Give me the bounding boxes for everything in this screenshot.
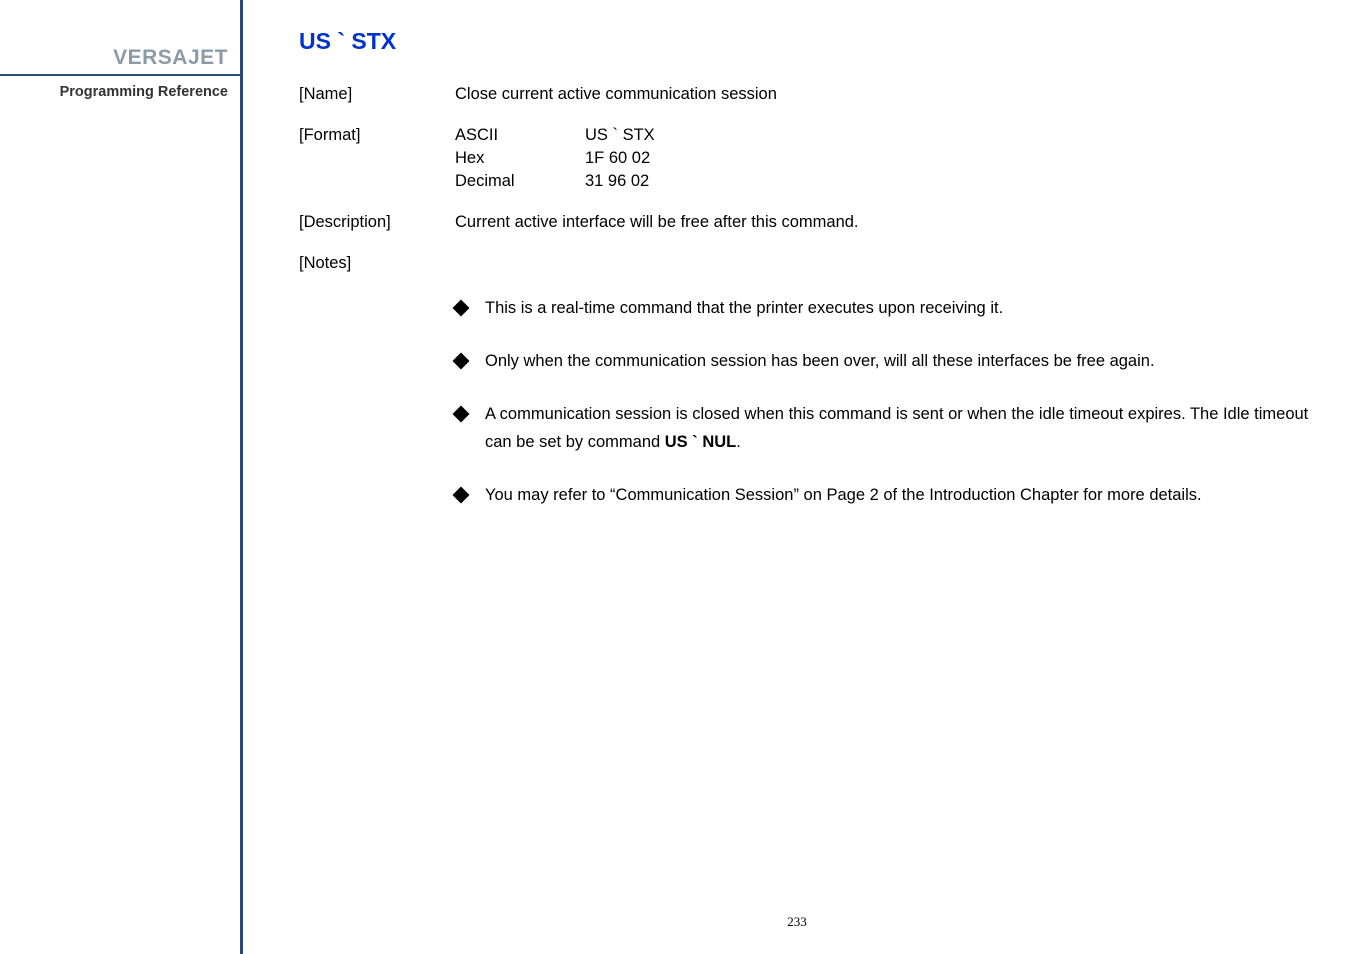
main-content: US ` STX [Name] Close current active com… [243,0,1351,954]
description-label: [Description] [299,213,455,232]
format-values: ASCII US ` STX Hex 1F 60 02 Decimal 31 9… [455,126,1311,191]
notes-list: This is a real-time command that the pri… [299,295,1311,509]
note-item: You may refer to “Communication Session”… [455,482,1311,509]
bullet-diamond-icon [453,486,470,503]
name-label: [Name] [299,85,455,104]
format-hex-value: 1F 60 02 [585,149,1311,168]
note-text-4: You may refer to “Communication Session”… [485,482,1311,509]
sidebar-subtitle: Programming Reference [0,84,240,100]
bullet-diamond-icon [453,353,470,370]
sidebar: VERSAJET Programming Reference [0,0,240,954]
bullet-diamond-icon [453,300,470,317]
page-root: VERSAJET Programming Reference US ` STX … [0,0,1351,954]
notes-empty [455,254,1311,273]
notes-row: [Notes] [299,254,1311,273]
bullet-diamond-icon [453,406,470,423]
note-item: Only when the communication session has … [455,348,1311,375]
format-ascii-label: ASCII [455,126,585,145]
format-decimal-value: 31 96 02 [585,172,1311,191]
command-title: US ` STX [299,28,1311,55]
description-row: [Description] Current active interface w… [299,213,1311,232]
format-ascii-value: US ` STX [585,126,1311,145]
format-row: [Format] ASCII US ` STX Hex 1F 60 02 Dec… [299,126,1311,191]
note-item: A communication session is closed when t… [455,401,1311,455]
note-text-1: This is a real-time command that the pri… [485,295,1311,322]
name-value: Close current active communication sessi… [455,85,1311,104]
note-3-part-a: A communication session is closed when t… [485,405,1308,450]
note-3-command-ref: US ` NUL [665,433,737,451]
format-hex-label: Hex [455,149,585,168]
description-value: Current active interface will be free af… [455,213,1311,232]
format-decimal-label: Decimal [455,172,585,191]
name-row: [Name] Close current active communicatio… [299,85,1311,104]
page-number: 233 [787,914,807,930]
notes-label: [Notes] [299,254,455,273]
note-text-2: Only when the communication session has … [485,348,1311,375]
note-text-3: A communication session is closed when t… [485,401,1311,455]
format-label: [Format] [299,126,455,191]
brand-title: VERSAJET [0,46,240,76]
note-item: This is a real-time command that the pri… [455,295,1311,322]
note-3-part-c: . [736,433,741,451]
